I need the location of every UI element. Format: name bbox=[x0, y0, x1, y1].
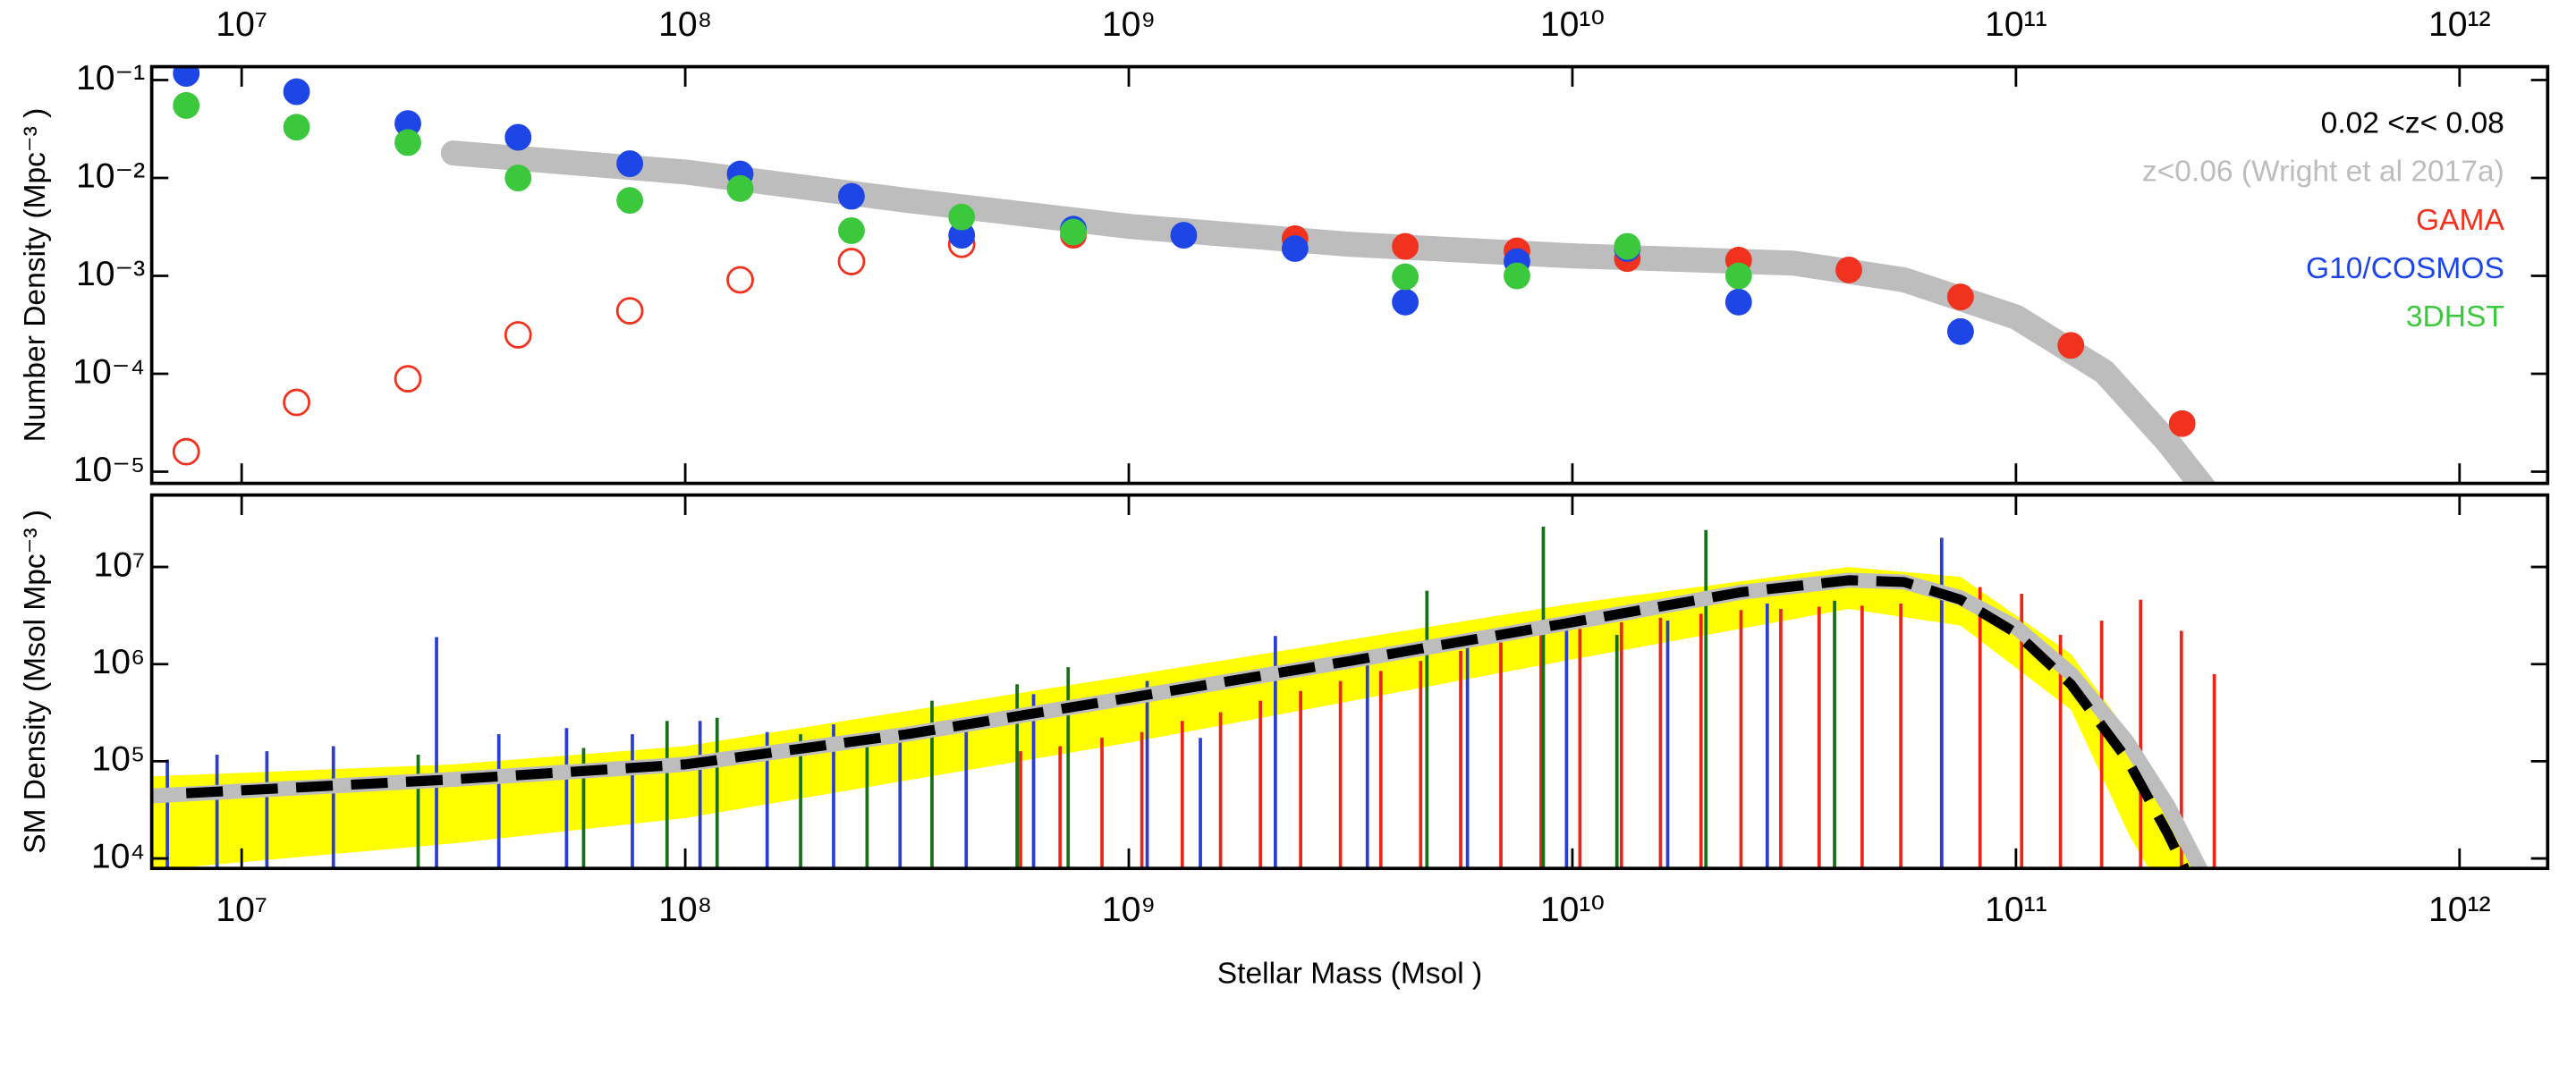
point bbox=[172, 437, 200, 466]
point bbox=[504, 165, 532, 191]
x-tick-label: 10⁸ bbox=[658, 5, 712, 44]
x-tick-label: 10⁹ bbox=[1102, 891, 1156, 929]
legend-label: 3DHST bbox=[2406, 300, 2504, 334]
axes-frame bbox=[149, 493, 2550, 871]
point bbox=[1946, 317, 1974, 345]
x-tick-label: 10¹² bbox=[2428, 891, 2491, 929]
point bbox=[394, 129, 421, 156]
y-tick-label: 10⁻³ bbox=[76, 255, 145, 293]
point bbox=[838, 216, 865, 244]
point bbox=[1060, 218, 1087, 246]
point bbox=[948, 203, 976, 231]
point bbox=[1392, 263, 1419, 291]
point bbox=[504, 123, 532, 151]
point bbox=[1281, 235, 1309, 262]
line bbox=[185, 575, 2190, 869]
point bbox=[1724, 288, 1752, 316]
point bbox=[837, 248, 866, 275]
annotation: 0.02 <z< 0.08 bbox=[2321, 107, 2504, 140]
point bbox=[1835, 256, 1862, 283]
point bbox=[173, 66, 200, 87]
point bbox=[616, 150, 644, 177]
y-tick-label: 10⁻⁴ bbox=[72, 352, 145, 391]
x-tick-label: 10¹⁰ bbox=[1540, 891, 1605, 929]
plot-area bbox=[151, 526, 2216, 869]
point bbox=[283, 388, 310, 417]
y-axis-label: SM Density (Msol Mpc⁻³ ) bbox=[19, 510, 52, 854]
x-tick-label: 10⁸ bbox=[658, 891, 712, 929]
x-tick-label: 10⁷ bbox=[216, 891, 267, 929]
y-tick-label: 10⁵ bbox=[91, 740, 145, 779]
legend-label: GAMA bbox=[2416, 204, 2504, 237]
point bbox=[283, 114, 310, 141]
point bbox=[1614, 232, 1641, 260]
y-tick-label: 10⁻¹ bbox=[76, 59, 145, 97]
point bbox=[1724, 262, 1752, 290]
legend-label: G10/COSMOS bbox=[2306, 252, 2504, 285]
point bbox=[504, 321, 532, 349]
point bbox=[726, 174, 754, 202]
point bbox=[1392, 288, 1419, 316]
line bbox=[440, 140, 2216, 484]
point bbox=[616, 187, 644, 215]
y-tick-label: 10⁻² bbox=[76, 156, 145, 195]
point bbox=[394, 365, 422, 393]
y-axis-label: Number Density (Mpc⁻³ ) bbox=[19, 108, 52, 443]
point bbox=[1946, 283, 1974, 310]
y-tick-label: 10⁻⁵ bbox=[73, 451, 145, 489]
plot-area bbox=[172, 66, 2216, 484]
point bbox=[615, 297, 644, 325]
x-tick-label: 10¹² bbox=[2428, 5, 2491, 44]
point bbox=[838, 182, 865, 210]
point bbox=[173, 92, 200, 119]
x-tick-label: 10¹¹ bbox=[1985, 891, 2047, 929]
legend-label: z<0.06 (Wright et al 2017a) bbox=[2142, 156, 2504, 189]
point bbox=[1170, 222, 1198, 249]
point bbox=[2057, 332, 2085, 359]
point bbox=[1392, 232, 1419, 260]
y-tick-label: 10⁷ bbox=[93, 545, 145, 584]
y-tick-label: 10⁴ bbox=[91, 837, 145, 875]
x-axis-label: Stellar Mass (Msol ) bbox=[1217, 957, 1482, 990]
band bbox=[152, 567, 2199, 869]
point bbox=[726, 266, 754, 294]
x-tick-label: 10¹¹ bbox=[1985, 5, 2047, 44]
point bbox=[2168, 410, 2196, 437]
y-tick-label: 10⁶ bbox=[92, 643, 146, 681]
x-tick-label: 10⁷ bbox=[216, 5, 267, 44]
point bbox=[1504, 262, 1530, 290]
x-tick-label: 10⁹ bbox=[1102, 5, 1156, 44]
x-tick-label: 10¹⁰ bbox=[1540, 5, 1605, 44]
point bbox=[283, 78, 310, 106]
